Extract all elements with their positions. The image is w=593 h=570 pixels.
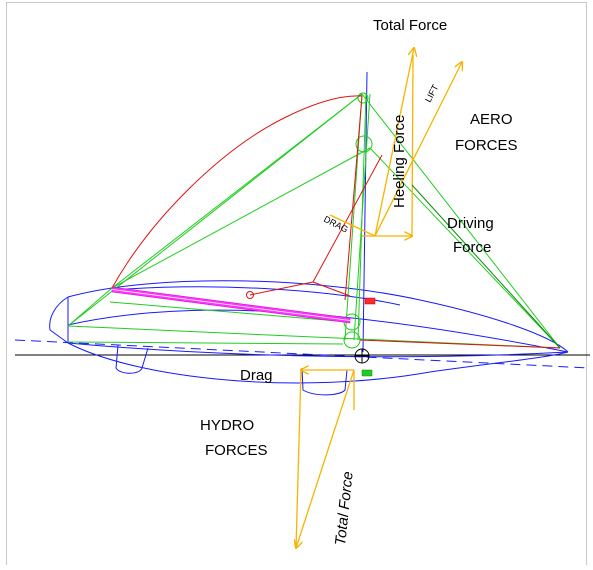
- driving-force-line: [411, 184, 561, 349]
- mainsail-outline: [111, 95, 561, 349]
- red-marker: [364, 297, 376, 305]
- label-heeling-force: Heeling Force: [391, 115, 408, 208]
- label-aero-line1: AERO: [470, 111, 513, 128]
- label-total-force-bottom: Total Force: [332, 471, 357, 547]
- label-total-force-top: Total Force: [373, 17, 447, 34]
- label-aero-line2: FORCES: [455, 137, 518, 154]
- aero-force-vectors: [329, 48, 462, 236]
- centre-marker: [354, 348, 370, 364]
- label-drag-hydro: Drag: [240, 367, 273, 384]
- hull: [49, 280, 569, 396]
- label-hydro-line1: HYDRO: [200, 417, 254, 434]
- label-driving-line1: Driving: [447, 215, 494, 232]
- label-lift: LIFT: [423, 82, 441, 103]
- mast-axis: [362, 71, 368, 353]
- green-marker: [361, 369, 373, 377]
- label-drag-aero: DRAG: [322, 214, 350, 235]
- label-hydro-line2: FORCES: [205, 442, 268, 459]
- diagram-frame: [6, 2, 587, 565]
- boom: [111, 286, 351, 324]
- label-driving-line2: Force: [453, 239, 491, 256]
- hydro-force-vectors: [296, 370, 355, 548]
